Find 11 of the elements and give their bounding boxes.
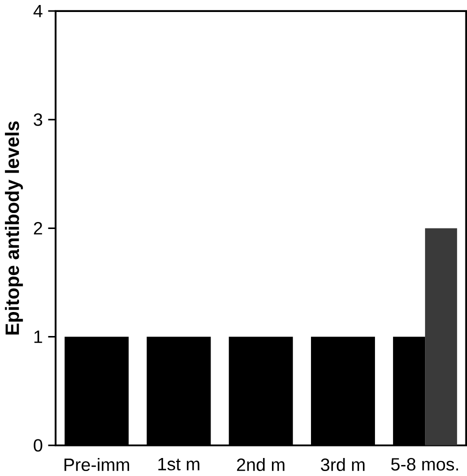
- y-tick-label: 4: [33, 4, 42, 18]
- y-tick-label: 1: [34, 330, 42, 343]
- x-tick-label: 2nd m: [237, 458, 284, 472]
- x-tick-label: 5-8 mos.: [391, 458, 458, 471]
- x-tick-label: 3rd m: [320, 458, 364, 472]
- y-tick-label: 0: [34, 439, 42, 452]
- x-tick-label: 1st m: [158, 458, 200, 470]
- y-axis-title: Epitope antibody levels: [4, 121, 23, 335]
- x-tick-label: Pre-imm: [64, 458, 130, 472]
- y-tick-label: 2: [34, 222, 42, 234]
- y-tick-label: 3: [34, 113, 42, 126]
